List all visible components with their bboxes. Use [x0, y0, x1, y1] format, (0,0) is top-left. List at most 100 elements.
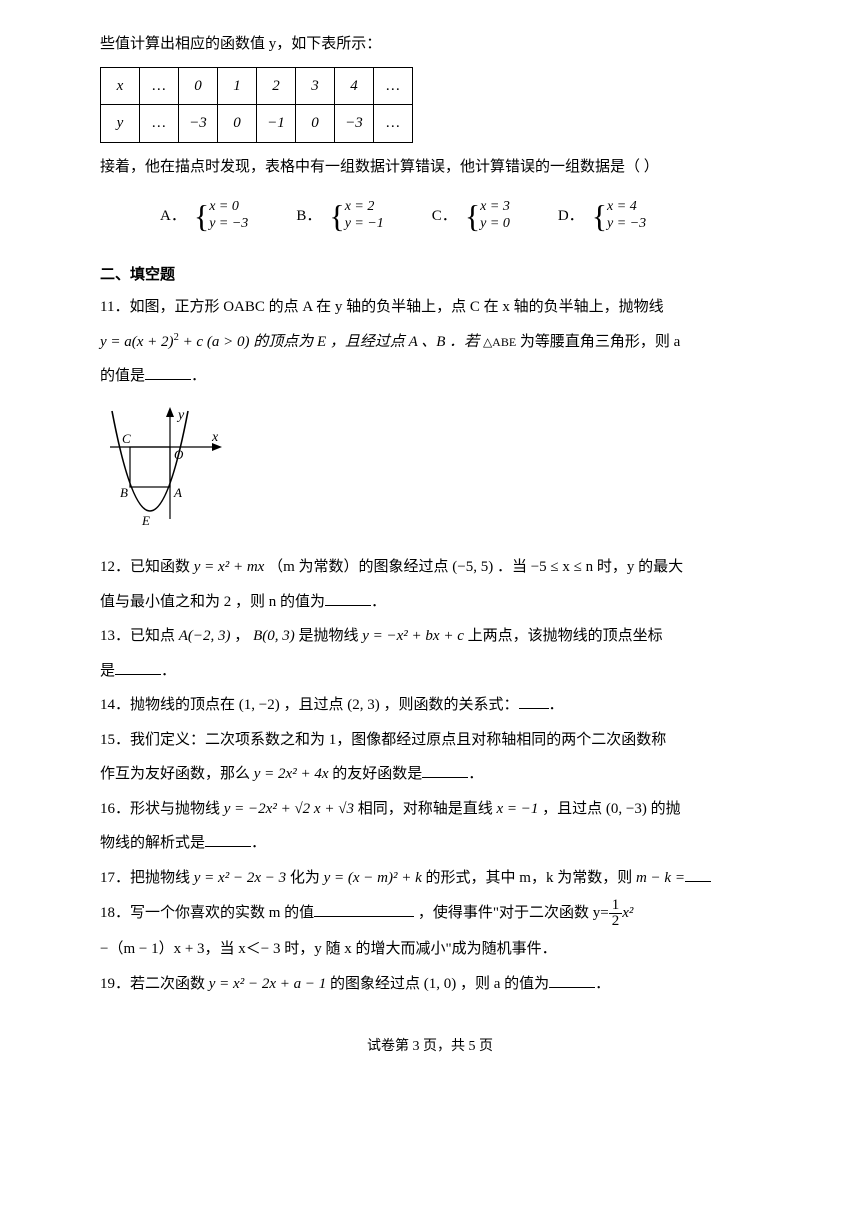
q12-pre: 12．已知函数 — [100, 559, 194, 575]
choice-label: B． — [296, 202, 321, 231]
choice-top: x = 3 — [480, 199, 510, 216]
cell: 0 — [179, 67, 218, 105]
choice-label: C． — [432, 202, 457, 231]
blank[interactable] — [145, 364, 191, 380]
cell: 0 — [218, 105, 257, 143]
blank[interactable] — [422, 762, 468, 778]
q17-pre: 17．把抛物线 — [100, 870, 194, 886]
fraction-half: 12 — [609, 898, 623, 929]
blank[interactable] — [685, 866, 711, 882]
choice-b: B． { x = 2 y = −1 — [296, 199, 383, 233]
q11-graph: y x O C B A E — [100, 401, 760, 542]
choice-bottom: y = 0 — [480, 216, 510, 233]
choice-bottom: y = −3 — [209, 216, 248, 233]
q18-pre: 18．写一个你喜欢的实数 m 的值 — [100, 905, 314, 921]
q11-line2: y = a(x + 2)2 + c (a > 0) 的顶点为 E ，且经过点 A… — [100, 328, 760, 357]
q13-line2: 是． — [100, 657, 760, 686]
triangle-abe: △ABE — [483, 335, 516, 349]
cell: … — [140, 105, 179, 143]
axis-y-label: y — [176, 408, 185, 423]
table-row: y … −3 0 −1 0 −3 … — [101, 105, 413, 143]
parabola-icon: y x O C B A E — [100, 401, 228, 531]
cell: −3 — [179, 105, 218, 143]
cell: 0 — [296, 105, 335, 143]
q18-end: x² — [622, 905, 633, 921]
q13-pre: 13．已知点 — [100, 628, 179, 644]
q16-end: 的抛 — [651, 801, 681, 817]
point-a: A — [173, 485, 182, 500]
q19-mid: 的图象经过点 — [330, 976, 424, 992]
q12-mid: （m 为常数）的图象经过点 — [268, 559, 452, 575]
cell: … — [140, 67, 179, 105]
point-c: C — [122, 431, 131, 446]
q16-line2: 物线的解析式是． — [100, 829, 760, 858]
q19-pt: (1, 0) — [424, 976, 457, 992]
q17-eq2: y = (x − m)² + k — [324, 870, 422, 886]
blank[interactable] — [205, 831, 251, 847]
q13-eq: y = −x² + bx + c — [362, 628, 464, 644]
cell: x — [101, 67, 140, 105]
q13-post: 上两点，该抛物线的顶点坐标 — [468, 628, 663, 644]
q18-line2: −（m − 1）x + 3，当 x＜− 3 时，y 随 x 的增大而减小"成为随… — [100, 935, 760, 964]
section-header: 二、填空题 — [100, 261, 760, 290]
choice-row: A． { x = 0 y = −3 B． { x = 2 y = −1 C． {… — [160, 199, 760, 233]
choice-bottom: y = −1 — [345, 216, 384, 233]
page-footer: 试卷第 3 页，共 5 页 — [100, 1034, 760, 1061]
cell: … — [374, 67, 413, 105]
q14-mid: ，且过点 — [283, 697, 347, 713]
q11-line1: 11．如图，正方形 OABC 的点 A 在 y 轴的负半轴上，点 C 在 x 轴… — [100, 293, 760, 322]
choice-a: A． { x = 0 y = −3 — [160, 199, 248, 233]
q13-b: B(0, 3) — [253, 628, 295, 644]
q13-mid: 是抛物线 — [298, 628, 362, 644]
q12-eq: y = x² + mx — [194, 559, 265, 575]
cell: … — [374, 105, 413, 143]
q15-pre: 作互为友好函数，那么 — [100, 766, 254, 782]
q17-mid1: 化为 — [290, 870, 324, 886]
table-prompt: 接着，他在描点时发现，表格中有一组数据计算错误，他计算错误的一组数据是（ ） — [100, 153, 760, 182]
blank[interactable] — [314, 901, 414, 917]
q13-l2: 是 — [100, 663, 115, 679]
q14-v2: (2, 3) — [347, 697, 380, 713]
q19-post: ，则 a 的值为 — [460, 976, 549, 992]
axis-x-label: x — [211, 430, 219, 445]
q12-line1: 12．已知函数 y = x² + mx （m 为常数）的图象经过点 (−5, 5… — [100, 553, 760, 582]
q16-pt: (0, −3) — [606, 801, 647, 817]
frac-den: 2 — [609, 914, 623, 929]
q16-eq: y = −2x² + √2 x + √3 — [224, 801, 354, 817]
choice-label: D． — [558, 202, 584, 231]
blank[interactable] — [115, 659, 161, 675]
q16-l2: 物线的解析式是 — [100, 835, 205, 851]
q17-mid2: 的形式，其中 m，k 为常数，则 — [426, 870, 636, 886]
blank[interactable] — [549, 972, 595, 988]
q12-post: ．当 −5 ≤ x ≤ n 时，y 的最大 — [497, 559, 683, 575]
q17-eq1: y = x² − 2x − 3 — [194, 870, 286, 886]
q19: 19．若二次函数 y = x² − 2x + a − 1 的图象经过点 (1, … — [100, 970, 760, 999]
choice-top: x = 0 — [209, 199, 248, 216]
q12-line2: 值与最小值之和为 2 ，则 n 的值为． — [100, 588, 760, 617]
blank[interactable] — [325, 590, 371, 606]
cell: −3 — [335, 105, 374, 143]
cell: 3 — [296, 67, 335, 105]
q12-pt: (−5, 5) — [452, 559, 493, 575]
q11-eq-mid: + c (a > 0) 的顶点为 E ，且经过点 A 、B ．若 — [183, 334, 483, 350]
xy-table: x … 0 1 2 3 4 … y … −3 0 −1 0 −3 … — [100, 67, 413, 143]
q15-line1: 15．我们定义：二次项系数之和为 1，图像都经过原点且对称轴相同的两个二次函数称 — [100, 726, 760, 755]
q16-axis: x = −1 — [496, 801, 538, 817]
cell: 4 — [335, 67, 374, 105]
q13-a: A(−2, 3) — [179, 628, 231, 644]
cell: 2 — [257, 67, 296, 105]
q17: 17．把抛物线 y = x² − 2x − 3 化为 y = (x − m)² … — [100, 864, 760, 893]
q11-eq-pre: y = a(x + 2) — [100, 334, 174, 350]
origin-label: O — [174, 447, 184, 462]
intro-text: 些值计算出相应的函数值 y，如下表所示： — [100, 30, 760, 59]
q16-pre: 16．形状与抛物线 — [100, 801, 224, 817]
q16-line1: 16．形状与抛物线 y = −2x² + √2 x + √3 相同，对称轴是直线… — [100, 795, 760, 824]
choice-c: C． { x = 3 y = 0 — [432, 199, 510, 233]
frac-num: 1 — [609, 898, 623, 914]
choice-top: x = 4 — [607, 199, 646, 216]
cell: y — [101, 105, 140, 143]
blank[interactable] — [519, 693, 549, 709]
q14-post: ，则函数的关系式： — [383, 697, 518, 713]
point-b: B — [120, 485, 128, 500]
q11-line3: 的值是． — [100, 362, 760, 391]
